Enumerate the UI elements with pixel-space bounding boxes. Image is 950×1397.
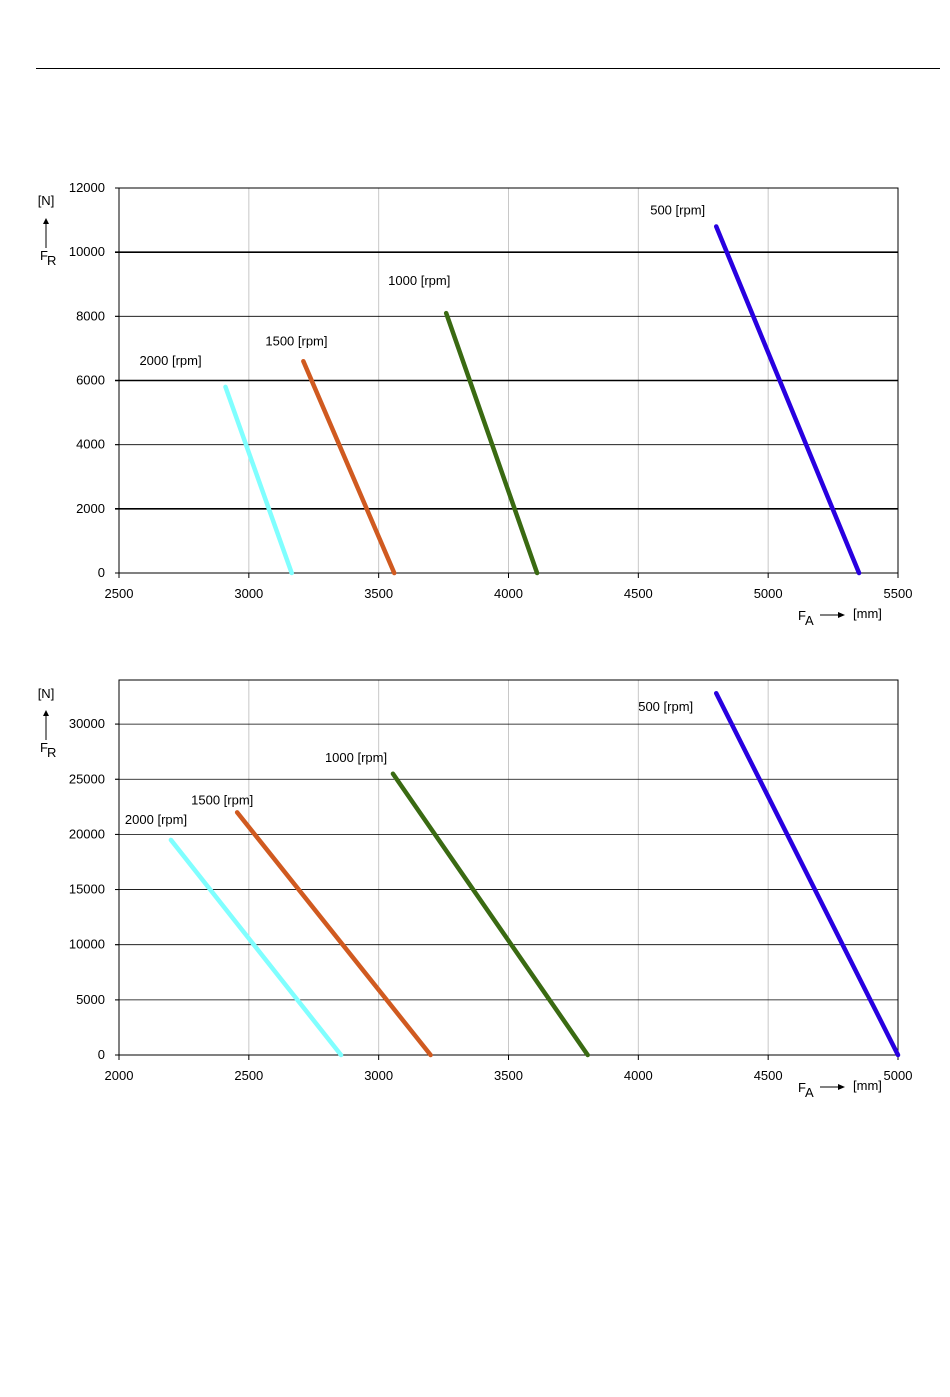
x-axis-unit: [mm] (853, 1078, 882, 1093)
y-axis-arrowhead (43, 710, 49, 716)
x-tick-label: 4500 (624, 586, 653, 601)
series-line (301, 359, 397, 576)
x-tick-label: 5500 (884, 586, 913, 601)
y-tick-label: 10000 (69, 937, 105, 952)
x-tick-label: 3500 (364, 586, 393, 601)
x-tick-label: 4500 (754, 1068, 783, 1083)
y-tick-label: 12000 (69, 180, 105, 195)
y-axis-label-sub: R (47, 745, 56, 760)
series-line (168, 837, 344, 1058)
series-label: 1000 [rpm] (388, 273, 450, 288)
y-axis-label: F (40, 740, 48, 755)
x-tick-label: 5000 (884, 1068, 913, 1083)
y-axis-label: F (40, 248, 48, 263)
y-axis-unit: [N] (38, 686, 55, 701)
x-tick-label: 5000 (754, 586, 783, 601)
x-tick-label: 3000 (234, 586, 263, 601)
y-tick-label: 25000 (69, 771, 105, 786)
y-tick-label: 6000 (76, 373, 105, 388)
y-tick-label: 30000 (69, 716, 105, 731)
y-tick-label: 10000 (69, 244, 105, 259)
series-label: 1500 [rpm] (191, 792, 253, 807)
series-line (713, 690, 901, 1058)
x-axis-arrowhead (838, 1084, 845, 1090)
x-tick-label: 4000 (494, 586, 523, 601)
y-tick-label: 8000 (76, 308, 105, 323)
series-line (713, 224, 862, 576)
series-line (234, 810, 433, 1058)
y-tick-label: 15000 (69, 882, 105, 897)
y-tick-label: 0 (98, 565, 105, 580)
series-label: 500 [rpm] (638, 699, 693, 714)
x-axis-label: F (798, 608, 806, 623)
x-tick-label: 2500 (105, 586, 134, 601)
x-tick-label: 2500 (234, 1068, 263, 1083)
x-tick-label: 4000 (624, 1068, 653, 1083)
x-axis-label: F (798, 1080, 806, 1095)
x-tick-label: 3500 (494, 1068, 523, 1083)
y-tick-label: 0 (98, 1047, 105, 1062)
series-label: 2000 [rpm] (125, 812, 187, 827)
y-tick-label: 2000 (76, 501, 105, 516)
series-label: 500 [rpm] (650, 203, 705, 218)
series-label: 2000 [rpm] (139, 353, 201, 368)
y-tick-label: 4000 (76, 437, 105, 452)
x-tick-label: 2000 (105, 1068, 134, 1083)
series-line (443, 310, 540, 576)
y-axis-arrowhead (43, 218, 49, 224)
x-tick-label: 3000 (364, 1068, 393, 1083)
x-axis-unit: [mm] (853, 606, 882, 621)
x-axis-label-sub: A (805, 1085, 814, 1100)
series-line (390, 771, 590, 1058)
top-rule (36, 68, 940, 69)
series-label: 1500 [rpm] (265, 333, 327, 348)
y-axis-unit: [N] (38, 193, 55, 208)
series-line (223, 384, 294, 576)
y-tick-label: 20000 (69, 826, 105, 841)
y-axis-label-sub: R (47, 253, 56, 268)
series-label: 1000 [rpm] (325, 750, 387, 765)
x-axis-label-sub: A (805, 613, 814, 628)
y-tick-label: 5000 (76, 992, 105, 1007)
x-axis-arrowhead (838, 612, 845, 618)
